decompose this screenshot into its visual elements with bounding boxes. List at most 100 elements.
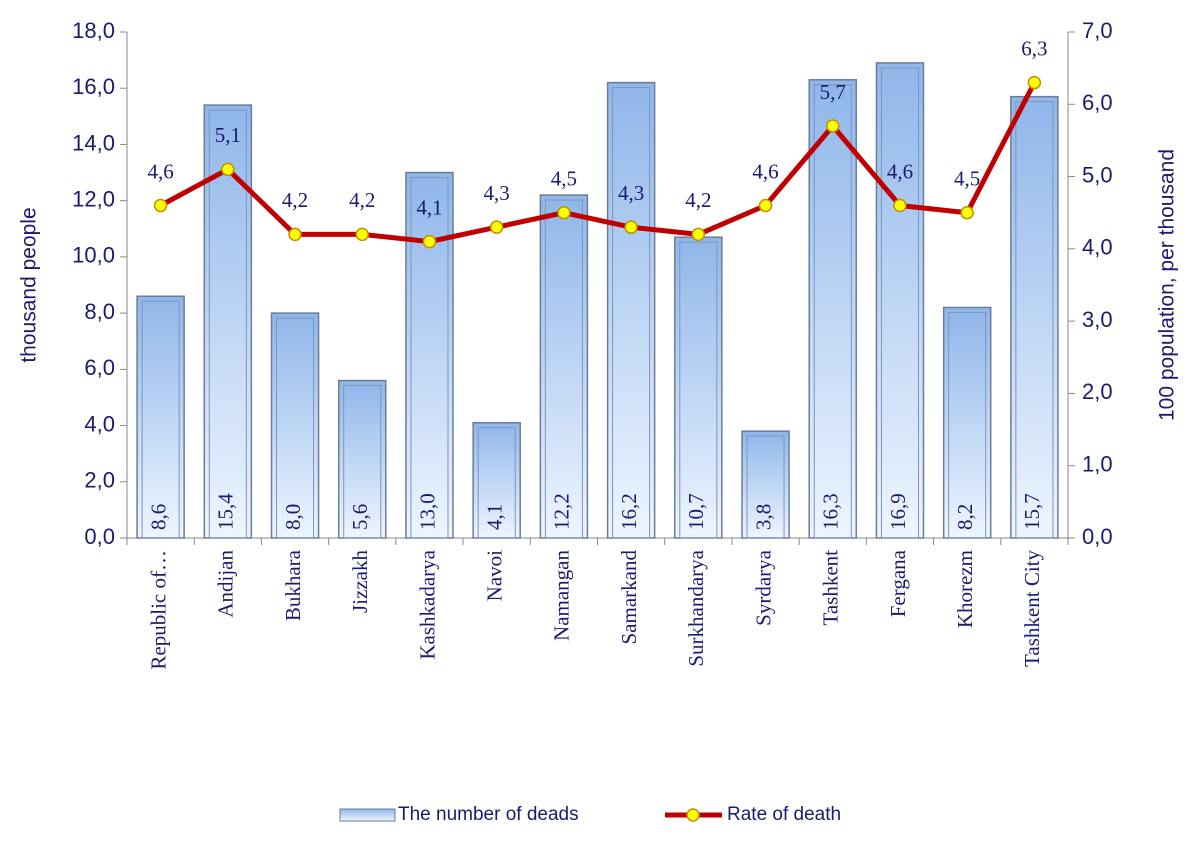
legend-swatch	[339, 808, 396, 822]
data-label: 15,4	[214, 493, 238, 530]
bar	[270, 312, 320, 539]
point	[153, 198, 168, 213]
y2-tick-label: 6,0	[1082, 90, 1113, 115]
y-tick-label: 8,0	[84, 299, 115, 324]
y-tick-label: 6,0	[84, 355, 115, 380]
y2-tick-label: 0,0	[1082, 524, 1113, 549]
data-label: 4,3	[618, 181, 644, 205]
x-tick-label: Surkhandarya	[684, 549, 708, 666]
legend-label: The number of deads	[398, 804, 579, 825]
y-axis-title: thousand people	[18, 207, 41, 362]
point	[288, 227, 302, 242]
legend-label: Rate of death	[727, 804, 841, 825]
data-label: 10,7	[684, 493, 708, 530]
y2-tick-label: 4,0	[1082, 235, 1113, 260]
point	[758, 198, 773, 213]
y-tick-label: 18,0	[72, 18, 115, 43]
y2-axis-title: 100 population, per thousand	[1156, 149, 1179, 421]
data-label: 4,6	[752, 159, 778, 183]
y-tick-label: 0,0	[84, 524, 115, 549]
bar-inner	[477, 427, 516, 539]
data-label: 13,0	[415, 493, 439, 530]
y2-tick-label: 3,0	[1082, 307, 1113, 332]
y2-tick-label: 2,0	[1082, 379, 1113, 404]
data-label: 12,2	[550, 493, 574, 530]
y2-tick-label: 1,0	[1082, 452, 1113, 477]
y-tick-label: 16,0	[72, 74, 115, 99]
x-tick-label: Andijan	[214, 550, 238, 618]
bar	[1010, 95, 1059, 539]
data-label: 4,2	[282, 188, 308, 212]
bar-inner	[1015, 101, 1054, 539]
bar-inner	[343, 385, 382, 539]
point	[960, 205, 974, 220]
point	[355, 227, 369, 242]
bar	[606, 81, 656, 539]
bar-inner	[544, 199, 583, 539]
point	[557, 205, 571, 220]
data-label: 5,1	[215, 123, 241, 147]
bar	[875, 62, 925, 539]
bar-inner	[410, 177, 449, 539]
data-label: 4,2	[349, 188, 375, 212]
data-label: 15,7	[1020, 493, 1044, 530]
x-tick-label: Tashkent	[819, 550, 843, 626]
legend-marker	[686, 808, 700, 822]
bar	[674, 236, 723, 539]
data-label: 16,2	[617, 493, 641, 530]
x-tick-label: Tashkent City	[1020, 550, 1044, 667]
x-tick-label: Namangan	[550, 550, 574, 641]
point	[489, 220, 504, 234]
point	[221, 162, 235, 177]
bar	[741, 430, 790, 539]
bar	[136, 295, 185, 539]
data-label: 4,5	[954, 167, 980, 191]
bar	[808, 79, 858, 539]
y2-tick-label: 5,0	[1082, 162, 1113, 187]
y-tick-label: 12,0	[72, 186, 115, 211]
line	[159, 81, 1037, 245]
y2-tick-label: 7,0	[1082, 18, 1113, 43]
data-label: 8,0	[281, 504, 305, 530]
data-label: 3,8	[751, 504, 775, 530]
data-label: 4,2	[685, 188, 711, 212]
data-label: 16,3	[819, 493, 843, 530]
x-tick-label: Jizzakh	[348, 550, 372, 613]
data-label: 6,3	[1021, 36, 1047, 60]
x-tick-label: Syrdarya	[751, 549, 775, 625]
point	[826, 119, 840, 133]
data-label: 4,3	[484, 181, 510, 205]
x-tick-label: Kashkadarya	[415, 549, 439, 659]
x-tick-label: Bukhara	[281, 549, 305, 621]
data-label: 8,2	[953, 504, 977, 530]
y-tick-label: 14,0	[72, 130, 115, 155]
bar	[942, 306, 992, 539]
data-label: 4,5	[551, 167, 577, 191]
data-label: 4,1	[416, 195, 442, 219]
point	[422, 234, 437, 249]
data-label: 4,6	[887, 159, 913, 183]
bar-inner	[612, 87, 651, 539]
data-label: 4,6	[147, 159, 173, 183]
point	[624, 220, 638, 234]
y-tick-label: 10,0	[72, 243, 115, 268]
bar-inner	[880, 67, 919, 539]
data-label: 5,6	[348, 504, 372, 530]
data-label: 16,9	[886, 493, 910, 530]
x-tick-label: Samarkand	[617, 550, 641, 645]
data-label: 5,7	[820, 80, 846, 104]
bar-inner	[208, 109, 247, 539]
bar-inner	[948, 311, 987, 539]
bar	[539, 194, 589, 539]
y-tick-label: 2,0	[84, 468, 115, 493]
point	[691, 227, 706, 242]
x-tick-label: Navoi	[482, 550, 506, 601]
bar-inner	[813, 84, 852, 539]
data-label: 8,6	[146, 504, 170, 530]
bar-inner	[746, 435, 785, 539]
x-tick-label: Republic of…	[146, 550, 170, 670]
bar-inner	[141, 300, 180, 539]
x-tick-label: Khorezm	[953, 550, 977, 628]
bar-inner	[276, 317, 315, 539]
